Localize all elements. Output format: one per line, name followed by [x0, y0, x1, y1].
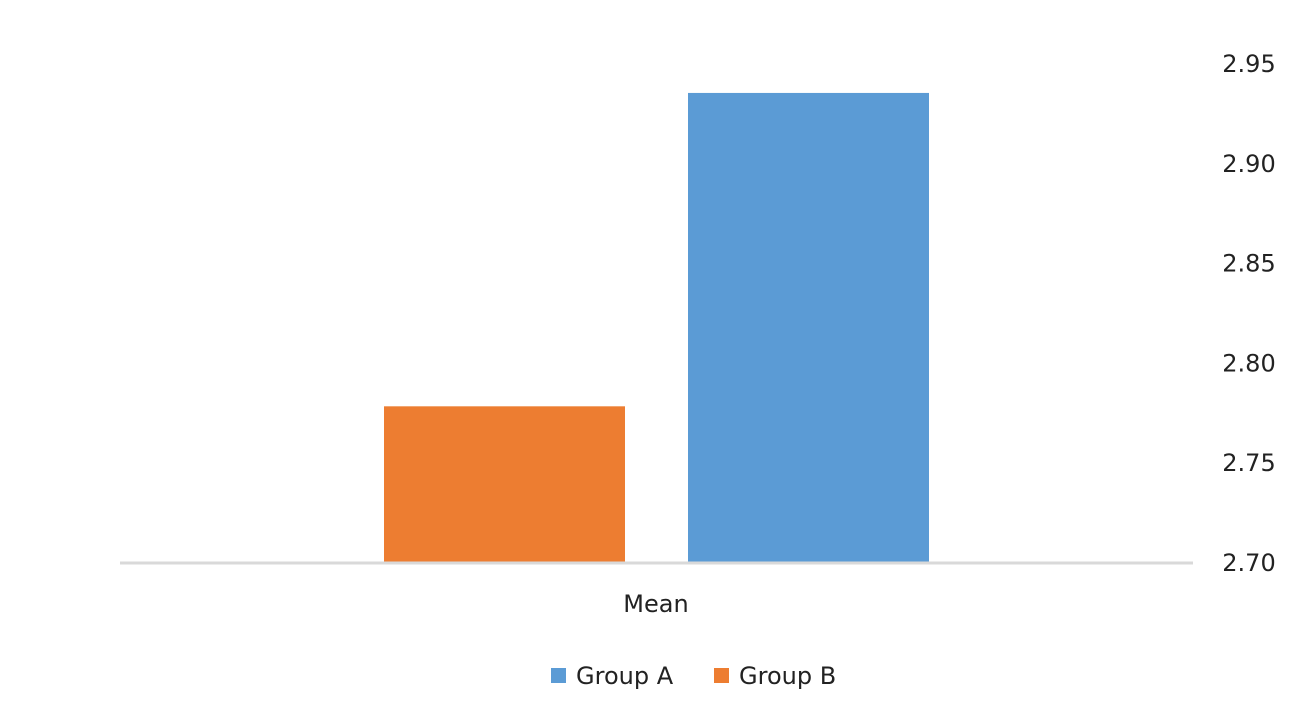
bar-group-a	[688, 92, 929, 562]
y-tick-label: 2.85	[1222, 250, 1275, 278]
legend-swatch	[714, 668, 729, 683]
y-tick-label: 2.80	[1222, 349, 1275, 377]
legend-swatch	[551, 668, 566, 683]
legend-item: Group B	[714, 662, 836, 690]
legend-label: Group A	[576, 662, 674, 690]
legend-label: Group B	[739, 662, 836, 690]
category-label: Mean	[623, 590, 688, 618]
legend-item: Group A	[551, 662, 674, 690]
bar-group-b	[384, 406, 625, 562]
y-axis-ticks: 2.70 2.75 2.80 2.85 2.90 2.95	[1222, 50, 1275, 577]
y-tick-label: 2.90	[1222, 150, 1275, 178]
y-tick-label: 2.95	[1222, 50, 1275, 78]
y-tick-label: 2.70	[1222, 549, 1275, 577]
legend: Group A Group B	[551, 662, 836, 690]
y-tick-label: 2.75	[1222, 449, 1275, 477]
bars	[384, 92, 929, 562]
